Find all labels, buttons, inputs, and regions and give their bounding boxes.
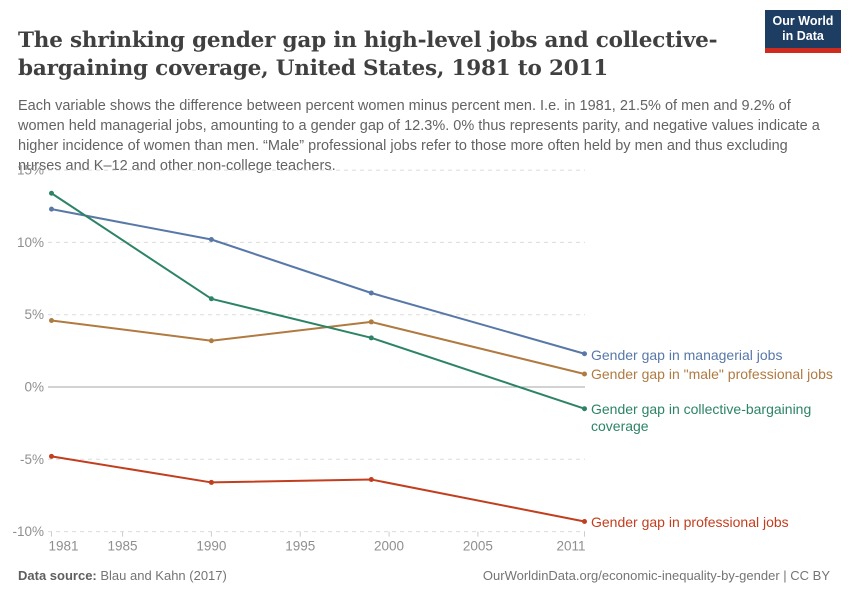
owid-logo-line1: Our World <box>772 14 834 28</box>
point-professional-jobs <box>582 518 587 524</box>
y-tick-label: 5% <box>24 307 44 322</box>
x-tick-label: 1985 <box>108 539 138 554</box>
point-male-professional-jobs <box>368 319 374 325</box>
y-tick-label: -5% <box>20 452 44 467</box>
y-tick-label: -10% <box>12 524 44 539</box>
point-collective-bargaining-coverage <box>208 296 214 302</box>
owid-logo-red-bar <box>765 48 841 53</box>
series-label-professional-jobs[interactable]: Gender gap in professional jobs <box>591 514 789 530</box>
line-male-professional-jobs[interactable] <box>51 319 585 375</box>
x-tick-label: 1995 <box>285 539 315 554</box>
point-managerial-jobs <box>368 290 374 296</box>
point-male-professional-jobs <box>582 371 587 377</box>
x-tick-label: 1981 <box>49 539 79 554</box>
data-source-label: Data source: <box>18 568 97 583</box>
owid-logo-box: Our World in Data <box>765 10 841 48</box>
owid-logo-line2: in Data <box>782 29 824 43</box>
point-collective-bargaining-coverage <box>49 190 54 196</box>
series-label-male-professional-jobs[interactable]: Gender gap in "male" professional jobs <box>591 366 833 382</box>
point-male-professional-jobs <box>208 338 214 344</box>
point-professional-jobs <box>208 479 214 485</box>
series-label-collective-bargaining-coverage[interactable]: Gender gap in collective-bargaining cove… <box>591 401 812 434</box>
plot-area: 15% 10% 5% 0% -5% -10% 1981 1985 1990 1995 2000 200… <box>12 163 587 554</box>
chart-footer: Data source: Blau and Kahn (2017) OurWor… <box>18 568 830 583</box>
point-managerial-jobs <box>582 351 587 357</box>
point-collective-bargaining-coverage <box>368 335 374 341</box>
owid-logo[interactable]: Our World in Data <box>765 10 841 53</box>
data-source: Data source: Blau and Kahn (2017) <box>18 568 227 583</box>
x-tick-label: 1990 <box>196 539 226 554</box>
x-tick-label: 2011 <box>556 539 585 554</box>
x-tick-label: 2000 <box>374 539 404 554</box>
point-professional-jobs <box>368 477 374 483</box>
owid-credit-link[interactable]: OurWorldinData.org/economic-inequality-b… <box>482 568 830 583</box>
chart-subtitle: Each variable shows the difference betwe… <box>18 97 820 174</box>
y-tick-label: 10% <box>17 235 44 250</box>
x-tick-label: 2005 <box>463 539 493 554</box>
data-source-value: Blau and Kahn (2017) <box>96 568 227 583</box>
series-label-managerial-jobs[interactable]: Gender gap in managerial jobs <box>591 347 783 363</box>
line-managerial-jobs[interactable] <box>51 208 585 355</box>
line-professional-jobs[interactable] <box>51 455 585 523</box>
point-managerial-jobs <box>49 206 54 212</box>
point-managerial-jobs <box>208 237 214 243</box>
point-professional-jobs <box>49 453 54 459</box>
point-male-professional-jobs <box>49 317 54 323</box>
y-tick-label: 15% <box>17 163 44 178</box>
line-collective-bargaining-coverage[interactable] <box>50 192 585 410</box>
chart-title: The shrinking gender gap in high-level j… <box>18 28 718 82</box>
y-tick-label: 0% <box>24 380 44 395</box>
point-collective-bargaining-coverage <box>582 406 587 412</box>
